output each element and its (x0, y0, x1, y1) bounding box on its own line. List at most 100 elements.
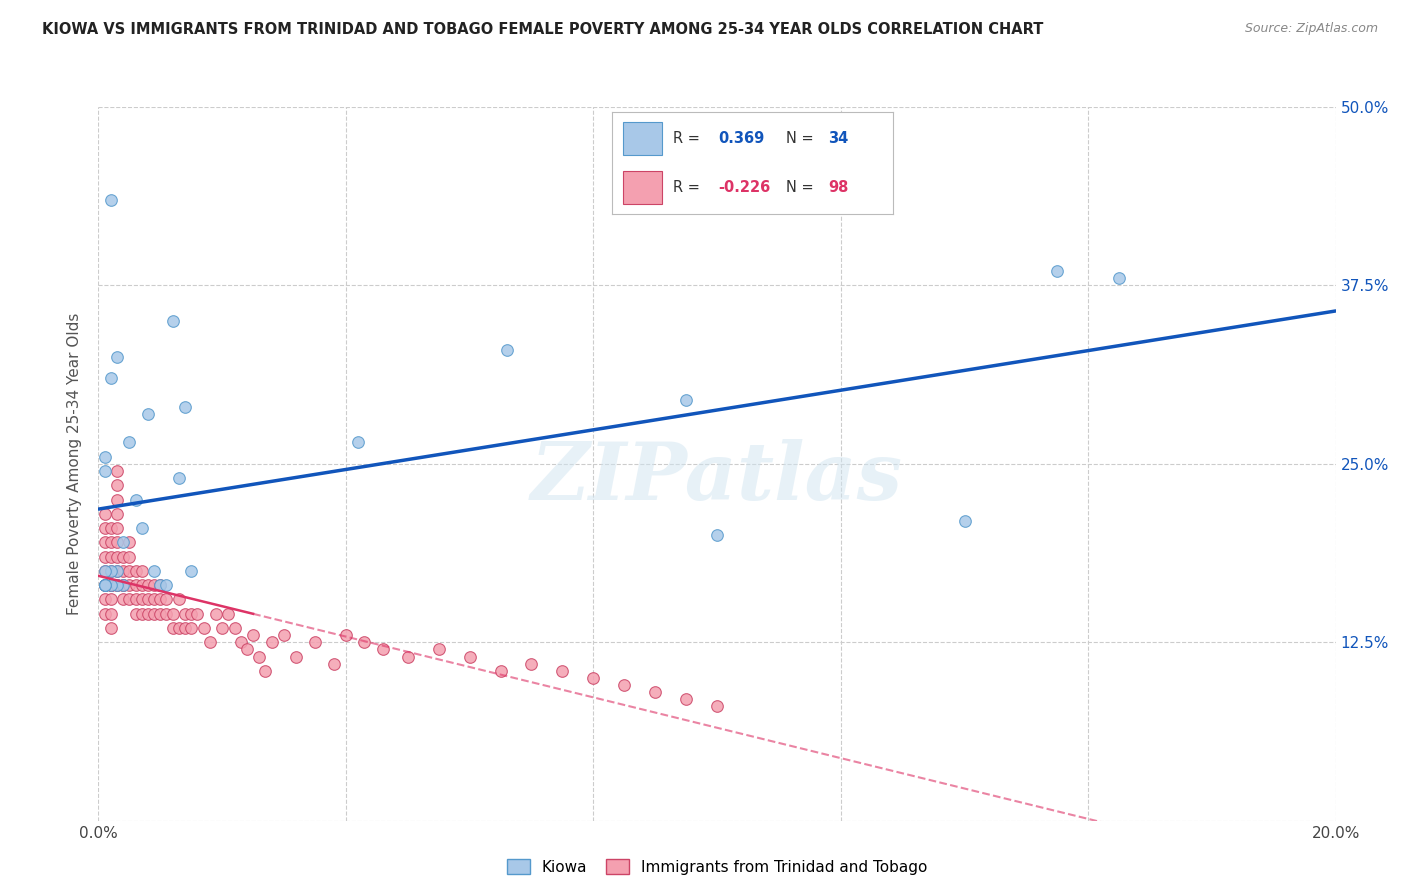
Point (93, 578, 115, 592)
Point (105, 564, 128, 578)
Point (174, 607, 197, 621)
Point (105, 507, 128, 521)
Point (100, 549, 122, 564)
Text: 0.369: 0.369 (718, 130, 765, 145)
Point (105, 464, 128, 478)
Point (675, 392, 697, 407)
Point (260, 635, 283, 649)
Point (131, 564, 153, 578)
Point (353, 635, 375, 649)
Point (675, 692, 697, 706)
Point (100, 578, 122, 592)
Point (93, 507, 115, 521)
Point (155, 607, 177, 621)
Text: 98: 98 (828, 180, 848, 195)
Point (112, 549, 135, 564)
Point (131, 607, 153, 621)
Point (105, 578, 128, 592)
Point (167, 592, 190, 607)
Point (644, 685, 666, 699)
Point (112, 578, 135, 592)
Point (93, 578, 115, 592)
Point (118, 435, 141, 450)
Point (118, 564, 141, 578)
Point (613, 678, 636, 692)
Point (155, 592, 177, 607)
Point (143, 607, 166, 621)
Point (167, 471, 190, 485)
Text: 34: 34 (828, 130, 848, 145)
Point (149, 578, 172, 592)
Point (118, 592, 141, 607)
Point (112, 578, 135, 592)
Legend: Kiowa, Immigrants from Trinidad and Tobago: Kiowa, Immigrants from Trinidad and Toba… (501, 853, 934, 880)
Point (180, 564, 202, 578)
Point (105, 478, 128, 492)
Point (236, 642, 259, 657)
Point (105, 350, 128, 364)
Point (198, 635, 221, 649)
Point (93, 535, 115, 549)
Point (155, 578, 177, 592)
Point (495, 343, 517, 357)
Point (229, 635, 252, 649)
Point (93, 450, 115, 464)
Point (193, 621, 215, 635)
Point (100, 193, 122, 207)
Point (136, 578, 159, 592)
Point (124, 492, 146, 507)
Text: Source: ZipAtlas.com: Source: ZipAtlas.com (1244, 22, 1378, 36)
Point (254, 664, 277, 678)
Point (100, 607, 122, 621)
Point (347, 435, 370, 450)
Point (149, 578, 172, 592)
Text: ZIPatlas: ZIPatlas (531, 440, 903, 516)
Point (247, 649, 270, 664)
Point (93, 578, 115, 592)
Point (112, 564, 135, 578)
Point (162, 621, 184, 635)
Point (174, 400, 197, 414)
Text: R =: R = (673, 180, 704, 195)
Point (105, 549, 128, 564)
Point (118, 578, 141, 592)
Point (322, 657, 344, 671)
Point (211, 621, 233, 635)
Point (706, 699, 728, 714)
Point (93, 464, 115, 478)
Point (105, 492, 128, 507)
Point (105, 578, 128, 592)
Point (396, 649, 419, 664)
Point (136, 607, 159, 621)
Point (105, 564, 128, 578)
Point (93, 578, 115, 592)
Point (335, 628, 357, 642)
Point (131, 578, 153, 592)
Point (304, 635, 326, 649)
Text: N =: N = (786, 130, 818, 145)
Point (167, 621, 190, 635)
Point (285, 649, 308, 664)
Point (186, 607, 208, 621)
Point (93, 578, 115, 592)
Point (149, 592, 172, 607)
Point (149, 607, 172, 621)
Point (100, 578, 122, 592)
Point (100, 592, 122, 607)
Point (242, 628, 264, 642)
Point (458, 649, 481, 664)
Point (93, 578, 115, 592)
Point (100, 535, 122, 549)
Point (180, 621, 202, 635)
Point (118, 535, 141, 549)
Text: R =: R = (673, 130, 704, 145)
Point (118, 549, 141, 564)
Point (105, 535, 128, 549)
Point (143, 564, 166, 578)
Point (112, 592, 135, 607)
Point (131, 521, 153, 535)
Point (205, 607, 228, 621)
Point (100, 521, 122, 535)
Point (93, 592, 115, 607)
Point (1046, 264, 1069, 278)
